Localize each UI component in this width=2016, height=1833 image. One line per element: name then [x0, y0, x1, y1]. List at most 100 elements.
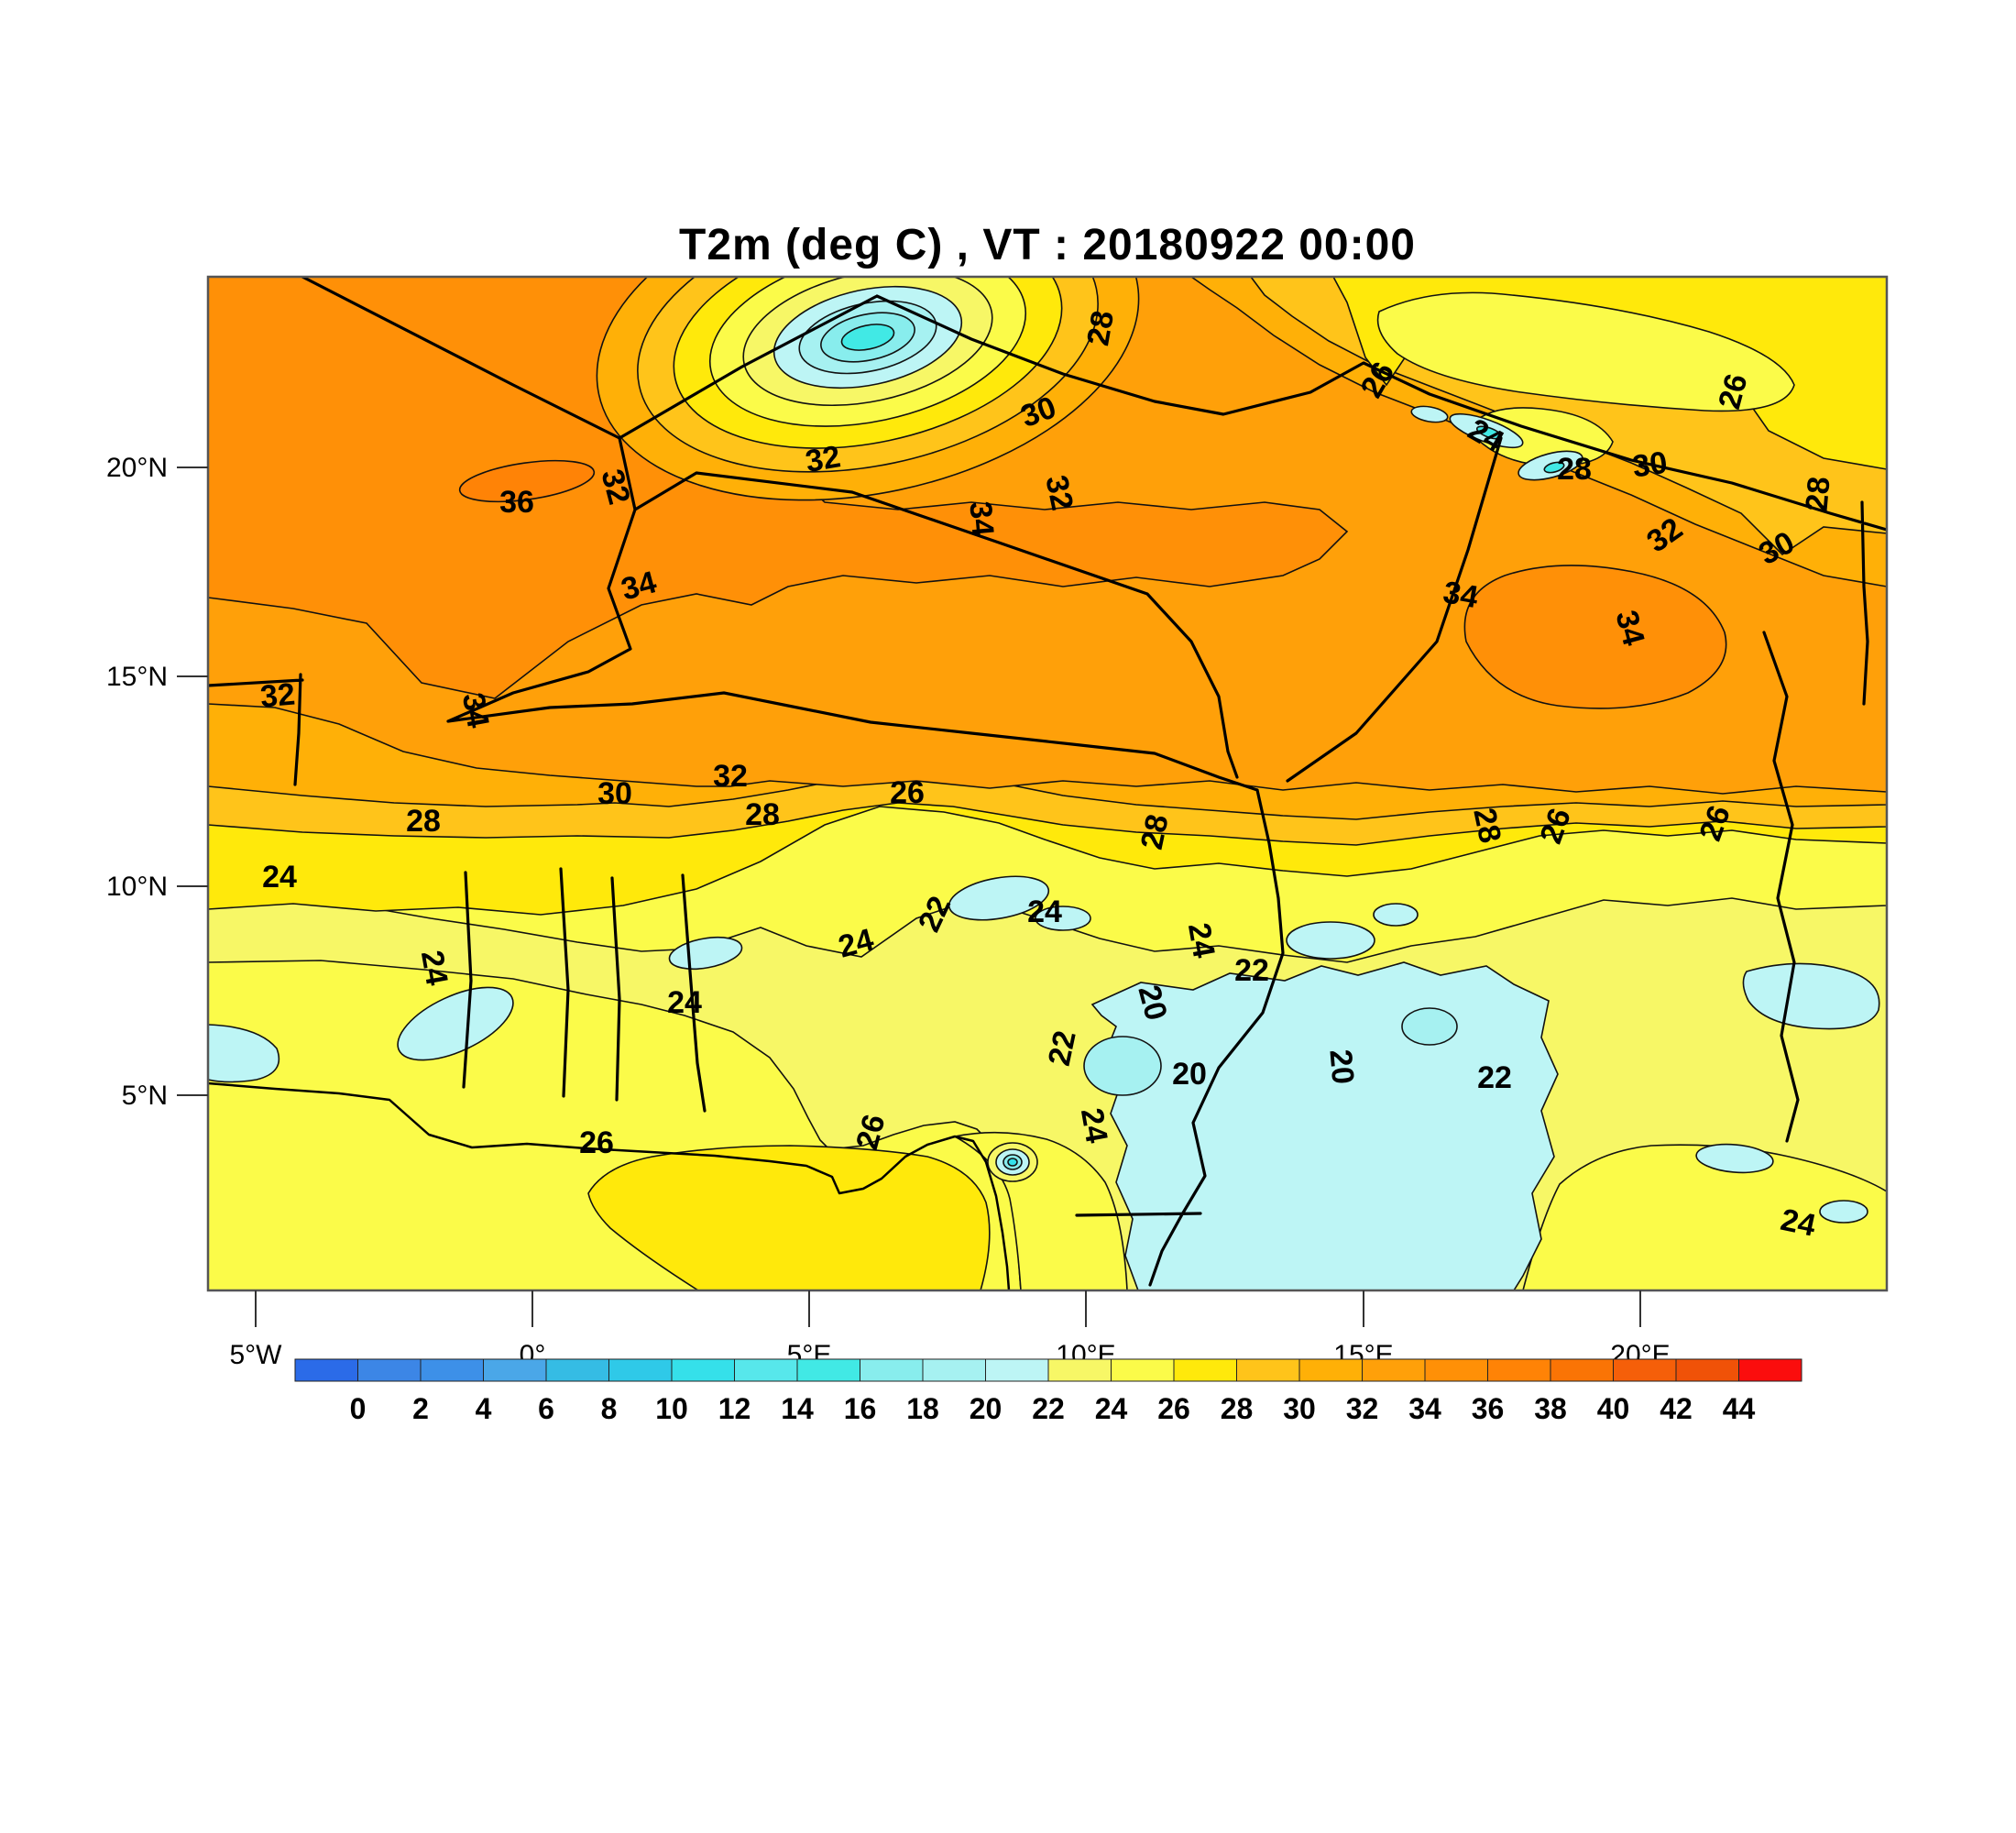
- colorbar-segment: [1550, 1358, 1614, 1382]
- cool-patch: [948, 875, 1050, 921]
- colorbar-tick-label: 40: [1597, 1392, 1630, 1425]
- colorbar-segment: [734, 1358, 798, 1382]
- ne-cool-24: [1376, 291, 1795, 412]
- cool-patch: [1373, 903, 1419, 927]
- colorbar-tick-label: 26: [1157, 1392, 1190, 1425]
- se-corner-24-26: [1522, 1144, 1887, 1290]
- colorbar-tick-label: 30: [1283, 1392, 1316, 1425]
- plot-title: T2m (deg C) , VT : 20180922 00:00: [679, 221, 1416, 269]
- lon-tick-label: 5°W: [230, 1340, 283, 1370]
- contour-label-22: 22: [1477, 1060, 1512, 1095]
- cold-spot-air-mass: [596, 277, 1140, 501]
- colorbar-tick-label: 12: [718, 1392, 751, 1425]
- cool-patch: [1286, 921, 1375, 960]
- contour-label-34: 34: [1441, 575, 1481, 615]
- lat-tick-label: 15°N: [106, 662, 168, 692]
- colorbar-tick-label: 20: [970, 1392, 1003, 1425]
- colorbar-tick-label: 0: [350, 1392, 367, 1425]
- lat-tick-label: 10°N: [106, 872, 168, 902]
- cool-patch: [1695, 1143, 1774, 1174]
- contour-label-24: 24: [1074, 1105, 1114, 1146]
- colorbar-tick-label: 34: [1408, 1392, 1441, 1425]
- lat-tick-label: 20°N: [106, 453, 168, 483]
- contour-label-22: 22: [1042, 1027, 1083, 1069]
- contour-label-24: 24: [262, 860, 297, 895]
- temp-band-34-36-chad: [1463, 565, 1727, 709]
- temp-band-36-38: [458, 459, 596, 503]
- colorbar-segment: [1111, 1358, 1175, 1382]
- east-cool-patch: [1742, 962, 1880, 1030]
- cool-core-18-20: [1401, 1007, 1458, 1046]
- cool-core-18-20: [1083, 1036, 1162, 1096]
- contour-label-32: 32: [1038, 472, 1079, 513]
- contour-label-24: 24: [1778, 1202, 1819, 1244]
- colorbar-tick-label: 24: [1095, 1392, 1128, 1425]
- lat-tick-label: 5°N: [122, 1081, 168, 1111]
- contour-label-32: 32: [259, 676, 297, 714]
- contour-label-24: 24: [1181, 920, 1222, 960]
- cool-patch: [1819, 1200, 1868, 1224]
- contour-label-32: 32: [803, 439, 843, 479]
- contour-label-24: 24: [414, 948, 455, 988]
- colorbar-segment: [1298, 1358, 1363, 1382]
- colorbar-tick-label: 10: [655, 1392, 688, 1425]
- map-area: [208, 277, 1887, 1290]
- contour-label-20: 20: [1172, 1057, 1207, 1092]
- colorbar-segment: [1738, 1358, 1802, 1382]
- cold-ring-14: [840, 324, 895, 351]
- contour-label-34: 34: [455, 690, 496, 730]
- map-frame: [206, 275, 1889, 1292]
- colorbar-legend: 0 2 4 6 8 10 12 14 16 18 20 22 24 26 28 30 32 34 36 38 40 42 4…: [294, 1358, 1802, 1425]
- colorbar-segment: [796, 1358, 860, 1382]
- colorbar-segment: [1173, 1358, 1237, 1382]
- colorbar-tick-label: 44: [1723, 1392, 1756, 1425]
- colorbar-segment: [483, 1358, 547, 1382]
- contour-label-24: 24: [1027, 895, 1062, 929]
- colorbar-tick-label: 4: [476, 1392, 492, 1425]
- colorbar-tick-label: 6: [538, 1392, 554, 1425]
- colorbar-tick-label: 22: [1032, 1392, 1065, 1425]
- colorbar-tick-label: 36: [1472, 1392, 1505, 1425]
- colorbar-segment: [420, 1358, 484, 1382]
- cool-region-20-22: [1090, 961, 1559, 1290]
- contour-label-28: 28: [1466, 805, 1507, 846]
- colorbar-tick-label: 32: [1346, 1392, 1379, 1425]
- contour-label-22: 22: [1234, 953, 1269, 988]
- contour-label-28: 28: [745, 797, 780, 832]
- colorbar-segment: [671, 1358, 735, 1382]
- ne-cool-24b: [1466, 407, 1614, 466]
- contour-label-30: 30: [597, 776, 632, 811]
- colorbar-segment: [1047, 1358, 1112, 1382]
- colorbar-segment: [1424, 1358, 1488, 1382]
- colorbar-tick-label: 38: [1534, 1392, 1567, 1425]
- contour-label-24: 24: [667, 985, 702, 1020]
- contour-label-26: 26: [890, 775, 925, 810]
- contour-label-28: 28: [1134, 811, 1176, 852]
- colorbar-segment: [1362, 1358, 1426, 1382]
- country-borders: [208, 277, 1887, 1287]
- contour-label-30: 30: [1630, 445, 1670, 485]
- colorbar-segment: [1613, 1358, 1677, 1382]
- colorbar-segment: [860, 1358, 924, 1382]
- ne-cold-core: [1543, 461, 1565, 474]
- colorbar-tick-label: 28: [1221, 1392, 1254, 1425]
- cool-patch: [1035, 906, 1091, 931]
- mt-cameroon-bullseye: [987, 1142, 1038, 1182]
- colorbar-segment: [922, 1358, 986, 1382]
- contour-label-26: 26: [579, 1125, 614, 1160]
- sw-ocean-cool-patch: [208, 1024, 280, 1083]
- colorbar-tick-label: 18: [906, 1392, 939, 1425]
- ne-cold-streak: [1410, 405, 1449, 423]
- colorbar-tick-label: 42: [1660, 1392, 1693, 1425]
- colorbar-segment: [1487, 1358, 1551, 1382]
- coastline: [208, 1081, 1011, 1290]
- contour-label-32: 32: [713, 759, 748, 794]
- colorbar-tick-label: 2: [412, 1392, 429, 1425]
- colorbar-tick-label: 14: [781, 1392, 814, 1425]
- colorbar-segment: [985, 1358, 1049, 1382]
- contour-label-28: 28: [406, 804, 441, 839]
- contour-label-28: 28: [1557, 452, 1592, 487]
- colorbar-segment: [545, 1358, 609, 1382]
